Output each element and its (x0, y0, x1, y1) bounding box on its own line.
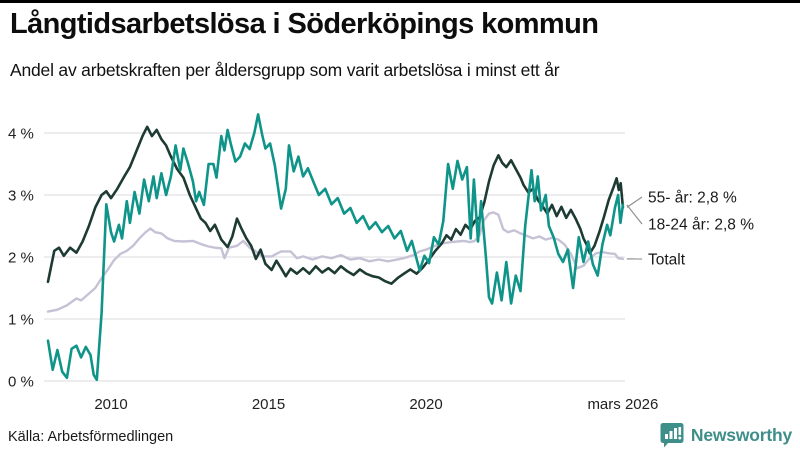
x-tick-label-2015: 2015 (252, 396, 285, 413)
newsworthy-logo-icon (660, 422, 684, 448)
chart-subtitle: Andel av arbetskraften per åldersgrupp s… (10, 60, 560, 80)
page-title: Långtidsarbetslösa i Söderköpings kommun (10, 8, 599, 40)
series-end-label-55-r: 55- år: 2,8 % (648, 190, 737, 207)
x-tick-label-mars-2026: mars 2026 (587, 396, 658, 413)
y-tick-label-1: 1 % (8, 312, 34, 329)
series-line-totalt (46, 211, 625, 313)
top-accent-bar (0, 0, 800, 3)
x-tick-label-2020: 2020 (409, 396, 442, 413)
y-tick-label-0: 0 % (8, 374, 34, 391)
series-end-label-totalt: Totalt (648, 252, 686, 269)
brand-name: Newsworthy (690, 424, 792, 445)
y-tick-label-4: 4 % (8, 126, 34, 143)
annotation-connector-55-r (626, 196, 643, 208)
x-tick-label-2010: 2010 (94, 396, 127, 413)
source-note: Källa: Arbetsförmedlingen (8, 429, 174, 445)
y-tick-label-2: 2 % (8, 250, 34, 267)
series-end-label-18-24-r: 18-24 år: 2,8 % (648, 217, 754, 234)
series-line-18-24-r (46, 113, 625, 382)
series-line-55-r (46, 125, 625, 286)
y-tick-label-3: 3 % (8, 188, 34, 205)
brand-logo: Newsworthy (660, 422, 792, 448)
annotation-connector-18-24-r (626, 204, 643, 225)
